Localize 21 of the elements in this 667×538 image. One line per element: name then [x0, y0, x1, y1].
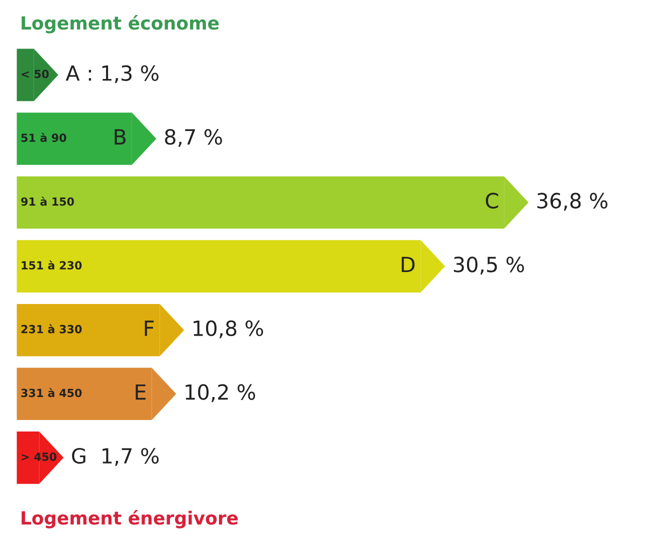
data-label: G 1,7 % — [72, 448, 159, 466]
y-tick-label: 91 à 150 — [21, 196, 74, 206]
data-label: A : 1,3 % — [66, 65, 158, 84]
chart-title: Logement économe — [22, 15, 219, 34]
data-label: 30,5 % — [454, 256, 524, 274]
data-label: 10,2 % — [186, 384, 256, 402]
y-tick-label: 331 à 450 — [21, 388, 82, 398]
y-tick-label: 51 à 90 — [21, 132, 66, 142]
annotation: D — [402, 256, 415, 272]
data-label: 10,8 % — [194, 320, 264, 338]
annotation: C — [486, 192, 498, 209]
annotation: F — [144, 320, 154, 336]
data-label: 36,8 % — [537, 192, 608, 211]
y-tick-label: 151 à 230 — [22, 260, 82, 270]
annotation: Logement énergivore — [22, 510, 238, 528]
annotation: B — [114, 129, 126, 144]
y-tick-label: < 50 — [22, 70, 49, 78]
data-label: 8,7 % — [165, 129, 222, 147]
annotation: E — [136, 384, 146, 400]
y-tick-label: > 450 — [22, 452, 56, 461]
y-tick-label: 231 à 330 — [21, 324, 82, 334]
